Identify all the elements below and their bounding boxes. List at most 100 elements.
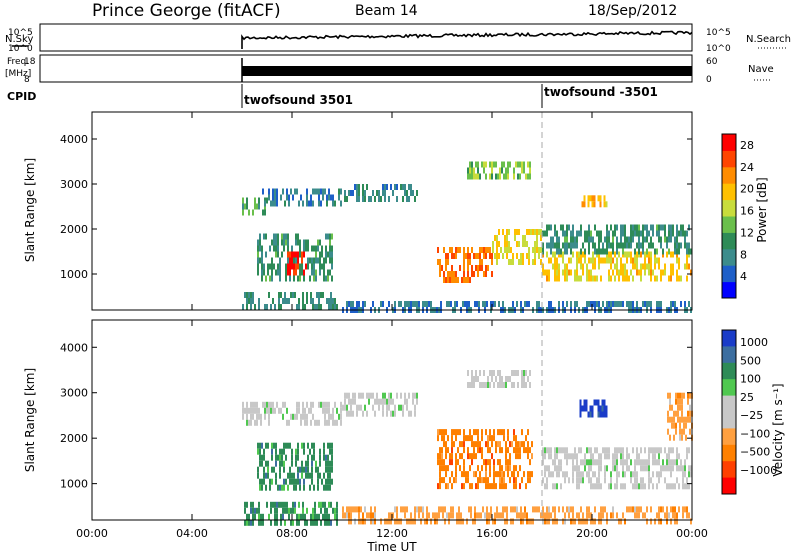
heatmap-cell-region-6 <box>475 265 477 271</box>
heatmap-cell-region-2 <box>321 478 323 485</box>
heatmap-cell-region-8 <box>648 257 650 264</box>
heatmap-cell-region-9 <box>685 422 687 429</box>
heatmap-cell-region-7 <box>513 370 515 376</box>
heatmap-cell-region-11 <box>495 161 497 168</box>
heatmap-cell-region-7 <box>529 370 531 376</box>
heatmap-cell-region-11 <box>519 161 521 168</box>
heatmap-cell-region-3 <box>271 263 273 270</box>
heatmap-cell-region-6 <box>443 271 445 277</box>
heatmap-cell-region-5 <box>580 471 582 478</box>
heatmap-cell-region-3 <box>271 257 273 264</box>
power-colorbar-tick: 8 <box>740 248 747 261</box>
heatmap-cell-region-12 <box>524 301 526 307</box>
heatmap-cell-region-6 <box>449 277 451 283</box>
heatmap-cell-region-7 <box>483 370 485 376</box>
heatmap-cell-region-9 <box>546 242 548 249</box>
heatmap-cell-region-4 <box>497 429 499 436</box>
heatmap-cell-region-7 <box>513 382 515 388</box>
heatmap-cell-region-1 <box>242 413 244 420</box>
heatmap-cell-region-5 <box>592 453 594 460</box>
heatmap-cell-region-8 <box>358 518 360 525</box>
heatmap-cell-region-8 <box>638 269 640 276</box>
heatmap-cell-region-3 <box>319 239 321 246</box>
heatmap-cell-region-12 <box>632 301 634 307</box>
heatmap-cell-region-0 <box>288 507 290 514</box>
heatmap-cell-region-8 <box>624 263 626 270</box>
heatmap-cell-region-3 <box>329 245 331 252</box>
heatmap-cell-region-12 <box>616 301 618 307</box>
heatmap-cell-region-10 <box>583 201 586 208</box>
heatmap-cell-region-1 <box>242 203 244 210</box>
heatmap-cell-region-5 <box>608 453 610 460</box>
heatmap-cell-region-4 <box>513 429 515 436</box>
heatmap-cell-region-4 <box>489 459 491 466</box>
heatmap-cell-region-9 <box>636 242 638 249</box>
heatmap-cell-region-7 <box>508 241 510 247</box>
heatmap-cell-region-4 <box>515 465 517 472</box>
heatmap-cell-region-8 <box>442 506 444 513</box>
heatmap-cell-region-1 <box>264 401 266 408</box>
heatmap-cell-region-4 <box>493 465 495 472</box>
heatmap-cell-region-8 <box>676 512 678 519</box>
heatmap-cell-region-8 <box>348 512 350 519</box>
heatmap-cell-region-7 <box>524 235 526 241</box>
heatmap-cell-region-7 <box>493 370 495 376</box>
power-colorbar-segment <box>722 183 736 201</box>
heatmap-cell-region-5 <box>590 465 592 472</box>
heatmap-cell-region-8 <box>452 512 454 519</box>
heatmap-cell-region-5 <box>406 190 408 196</box>
heatmap-cell-region-1 <box>298 401 300 408</box>
heatmap-cell-region-4 <box>521 429 523 436</box>
heatmap-cell-region-3 <box>315 269 317 276</box>
heatmap-cell-region-0 <box>248 292 250 298</box>
heatmap-cell-region-1 <box>286 419 288 426</box>
heatmap-cell-region-8 <box>600 257 602 264</box>
heatmap-cell-region-4 <box>531 453 533 460</box>
heatmap-cell-region-11 <box>525 173 527 180</box>
heatmap-cell-region-5 <box>676 453 678 460</box>
heatmap-cell-region-8 <box>458 506 460 513</box>
heatmap-cell-region-8 <box>606 518 608 525</box>
heatmap-cell-region-5 <box>600 483 602 490</box>
heatmap-cell-region-2 <box>322 188 324 195</box>
heatmap-cell-region-9 <box>588 248 590 255</box>
heatmap-cell-region-5 <box>412 190 414 196</box>
heatmap-cell-region-8 <box>580 518 582 525</box>
heatmap-cell-region-4 <box>509 459 511 466</box>
heatmap-cell-region-4 <box>499 465 501 472</box>
heatmap-cell-region-3 <box>277 263 279 270</box>
heatmap-cell-region-8 <box>518 512 520 519</box>
heatmap-cell-region-5 <box>556 465 558 472</box>
heatmap-cell-region-5 <box>684 471 686 478</box>
heatmap-cell-region-9 <box>674 242 676 249</box>
heatmap-cell-region-2 <box>323 454 325 461</box>
heatmap-cell-region-2 <box>295 454 297 461</box>
heatmap-cell-region-3 <box>354 392 356 399</box>
heatmap-cell-region-4 <box>497 459 499 466</box>
heatmap-cell-region-4 <box>527 447 529 454</box>
heatmap-cell-region-12 <box>428 301 430 307</box>
heatmap-cell-region-12 <box>474 301 476 307</box>
heatmap-cell-region-4 <box>491 453 493 460</box>
heatmap-cell-region-8 <box>686 263 688 270</box>
heatmap-cell-region-6 <box>579 411 582 418</box>
heatmap-cell-region-9 <box>679 398 681 405</box>
heatmap-cell-region-8 <box>570 518 572 525</box>
heatmap-cell-region-1 <box>250 407 252 414</box>
heatmap-cell-region-0 <box>290 292 292 298</box>
heatmap-cell-region-4 <box>451 429 453 436</box>
heatmap-cell-region-8 <box>610 263 612 270</box>
heatmap-cell-region-1 <box>318 401 320 408</box>
heatmap-cell-region-1 <box>256 401 258 408</box>
heatmap-cell-region-10 <box>587 201 590 208</box>
heatmap-cell-region-5 <box>414 196 416 202</box>
heatmap-cell-region-8 <box>554 518 556 525</box>
heatmap-cell-region-9 <box>570 230 572 237</box>
heatmap-cell-region-4 <box>451 459 453 466</box>
heatmap-cell-region-6 <box>597 411 600 418</box>
heatmap-cell-region-3 <box>269 263 271 270</box>
heatmap-cell-region-2 <box>281 454 283 461</box>
heatmap-cell-region-9 <box>658 236 660 243</box>
heatmap-cell-region-2 <box>267 460 269 467</box>
